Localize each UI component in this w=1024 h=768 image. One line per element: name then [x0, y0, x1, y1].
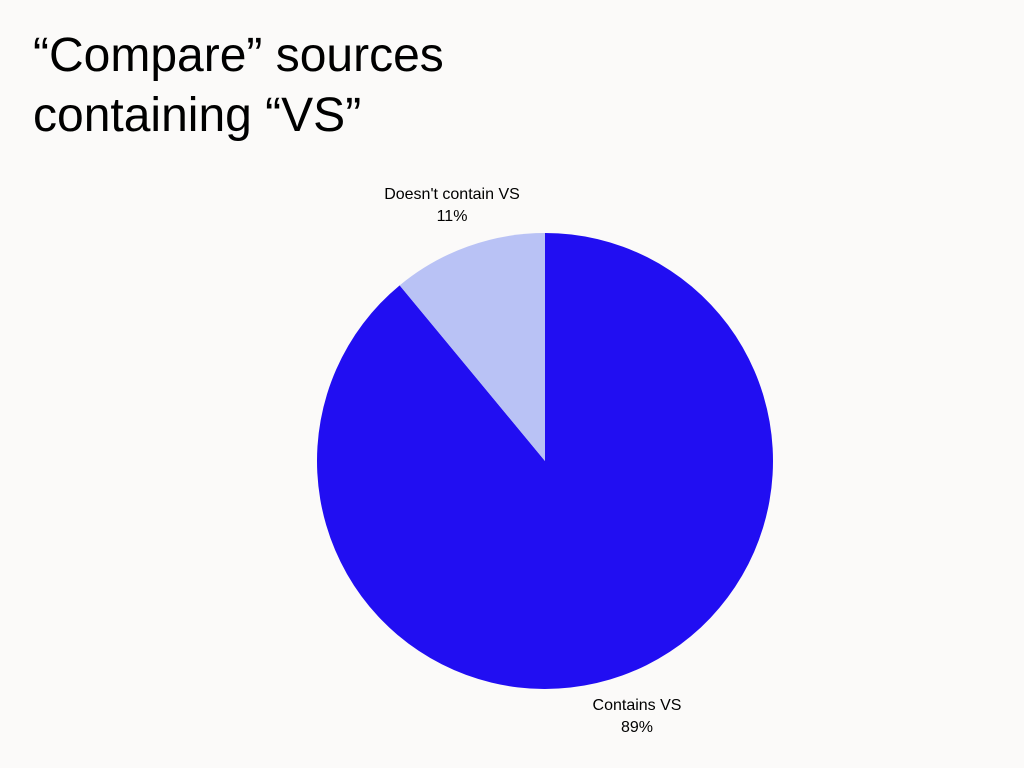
pie-labels: Contains VS 89% Doesn't contain VS 11% — [384, 186, 681, 736]
chart-title: “Compare” sources containing “VS” — [33, 26, 733, 146]
slice-value-label-contains-vs: 89% — [621, 719, 653, 736]
pie-slices — [317, 233, 773, 690]
chart-title-line-2: containing “VS” — [33, 89, 362, 142]
pie-slice-contains-vs — [317, 233, 773, 690]
slice-label-contains-vs: Contains VS — [593, 697, 682, 714]
slice-value-label-doesn-t-contain-vs: 11% — [437, 208, 468, 225]
chart-title-line-1: “Compare” sources — [33, 29, 444, 82]
pie-slice-doesn-t-contain-vs — [399, 233, 545, 461]
slice-label-doesn-t-contain-vs: Doesn't contain VS — [384, 186, 520, 203]
